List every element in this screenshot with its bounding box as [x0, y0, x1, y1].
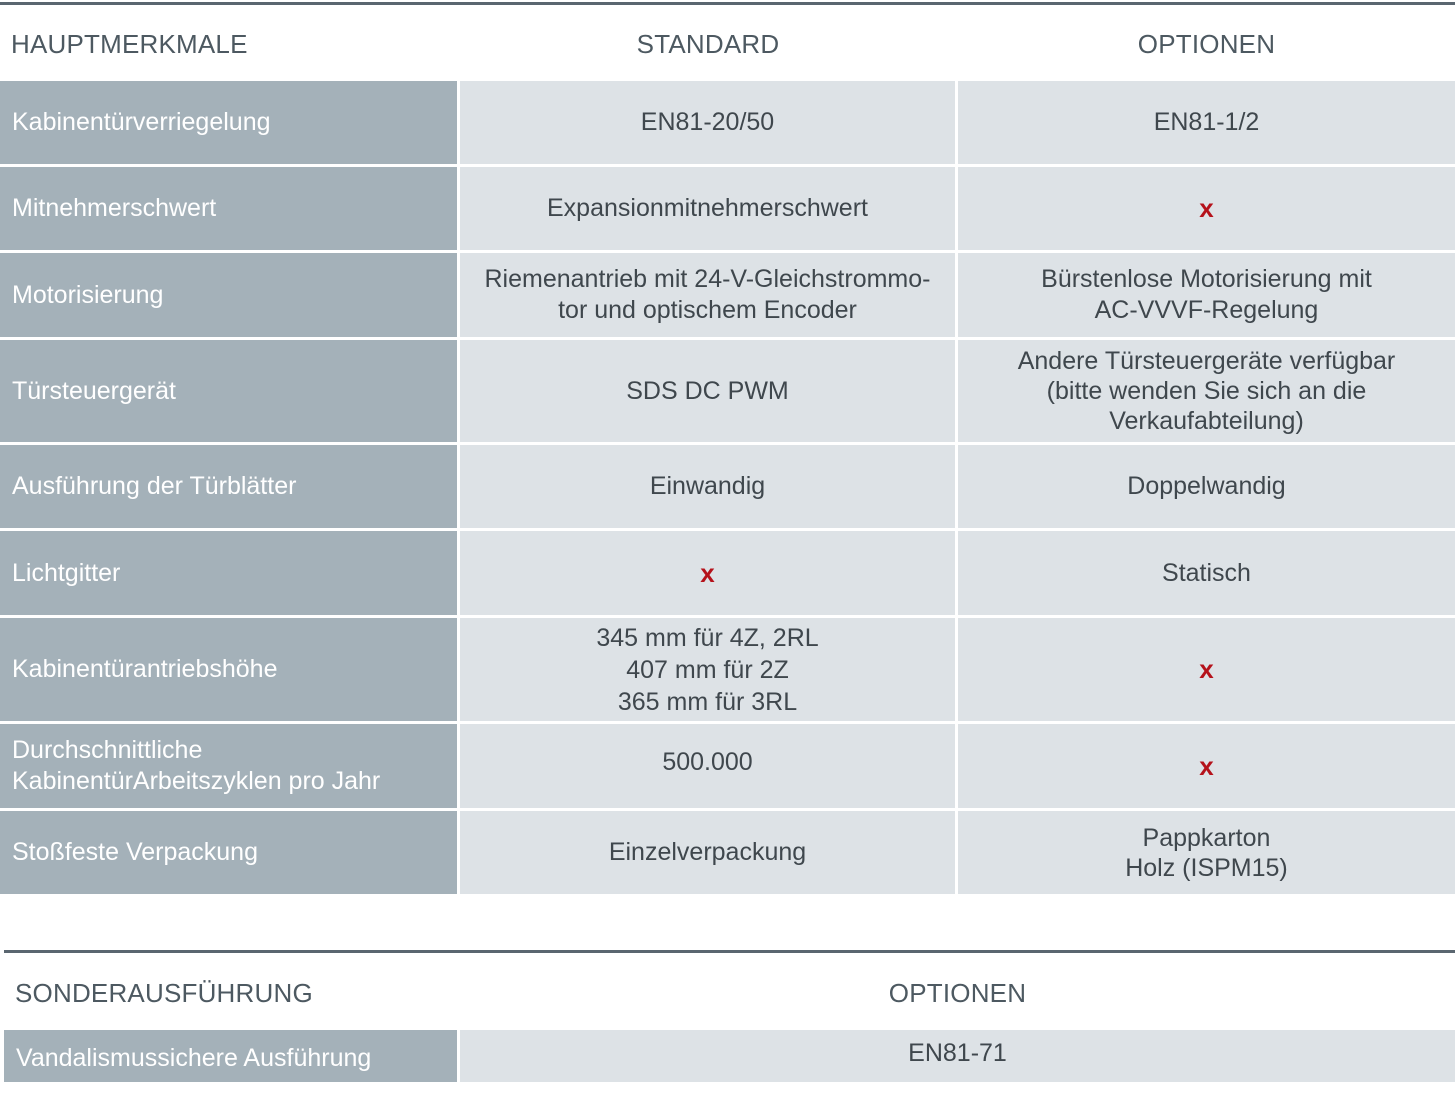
row6-standard-cross-mark: x [460, 531, 955, 615]
table1-header-features: HAUPTMERKMALE [11, 29, 248, 59]
row5-standard: Einwandig [460, 445, 955, 528]
row7-label: Kabinentürantriebshöhe [0, 618, 457, 721]
row4-options: Andere Türsteuergeräte verfügbar (bitte … [958, 340, 1455, 442]
row4-standard: SDS DC PWM [460, 340, 955, 442]
row9-options: Pappkarton Holz (ISPM15) [958, 811, 1455, 894]
table2-header-options: OPTIONEN [888, 978, 1027, 1008]
table1-top-rule [0, 2, 1455, 5]
row8-standard: 500.000 [460, 724, 955, 808]
table2-row1-options: EN81-71 [460, 1030, 1455, 1082]
table2-row1-label: Vandalismussichere Ausführung [4, 1030, 457, 1082]
row7-options-cross-mark: x [958, 618, 1455, 721]
row2-standard: Expansionmitnehmerschwert [460, 167, 955, 250]
row1-standard: EN81-20/50 [460, 81, 955, 164]
row4-label: Türsteuergerät [0, 340, 457, 442]
row3-options: Bürstenlose Motorisierung mit AC-VVVF-Re… [958, 253, 1455, 337]
row3-label: Motorisierung [0, 253, 457, 337]
table2-top-rule [4, 950, 1455, 953]
row8-options-cross-mark: x [958, 724, 1455, 808]
row6-options: Statisch [958, 531, 1455, 615]
row8-label: Durchschnittliche KabinentürArbeitszykle… [0, 724, 457, 808]
row3-standard: Riemenantrieb mit 24-V-Gleichstrommo- to… [460, 253, 955, 337]
row5-label: Ausführung der Türblätter [0, 445, 457, 528]
row1-label: Kabinentürverriegelung [0, 81, 457, 164]
row2-label: Mitnehmerschwert [0, 167, 457, 250]
row7-standard: 345 mm für 4Z, 2RL 407 mm für 2Z 365 mm … [460, 618, 955, 721]
row9-label: Stoßfeste Verpackung [0, 811, 457, 894]
row5-options: Doppelwandig [958, 445, 1455, 528]
row1-options: EN81-1/2 [958, 81, 1455, 164]
table1-header-standard: STANDARD [636, 29, 780, 59]
row6-label: Lichtgitter [0, 531, 457, 615]
row2-options-cross-mark: x [958, 167, 1455, 250]
table2-header-special: SONDERAUSFÜHRUNG [15, 978, 313, 1008]
table1-header-options: OPTIONEN [1137, 29, 1276, 59]
row9-standard: Einzelverpackung [460, 811, 955, 894]
